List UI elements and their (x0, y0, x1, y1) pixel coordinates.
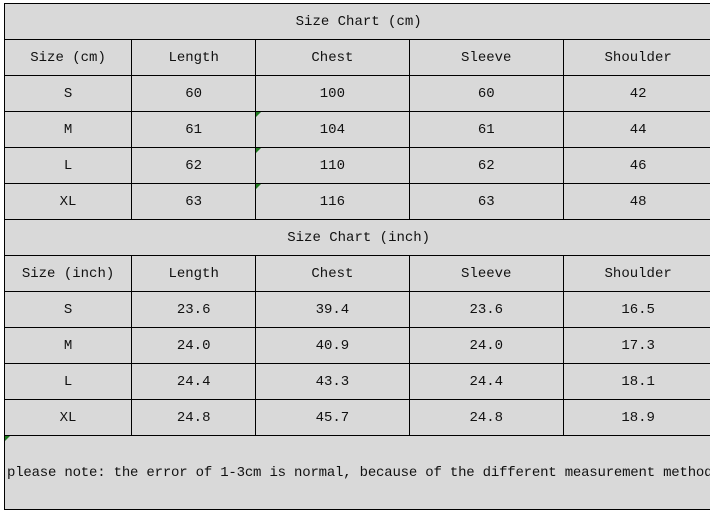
table-cell[interactable]: 116 (255, 183, 410, 220)
table-cell[interactable]: 24.0 (408, 327, 564, 364)
table-cell[interactable]: 39.4 (255, 291, 410, 328)
table-cell[interactable]: M (3, 111, 133, 148)
table-cell[interactable]: XL (3, 183, 133, 220)
cell-indicator-icon (256, 148, 262, 153)
table-cell[interactable]: 62 (131, 147, 257, 184)
column-header[interactable]: Shoulder (562, 39, 710, 76)
table-cell[interactable]: 61 (131, 111, 257, 148)
table-title[interactable]: Size Chart (cm) (3, 3, 710, 40)
table-cell[interactable]: 43.3 (255, 363, 410, 400)
table-cell[interactable]: M (3, 327, 133, 364)
table-row: XL 24.8 45.7 24.8 18.9 (3, 399, 710, 436)
table-cell[interactable]: 17.3 (562, 327, 710, 364)
table-cell[interactable]: 16.5 (562, 291, 710, 328)
table-title-row: Size Chart (cm) (3, 3, 710, 40)
table-cell[interactable]: 63 (131, 183, 257, 220)
table-row: M 61 104 61 44 (3, 111, 710, 148)
table-cell[interactable]: 60 (131, 75, 257, 112)
table-row: L 24.4 43.3 24.4 18.1 (3, 363, 710, 400)
column-header[interactable]: Chest (255, 39, 410, 76)
column-header[interactable]: Sleeve (408, 39, 564, 76)
table-row: S 60 100 60 42 (3, 75, 710, 112)
table-row: XL 63 116 63 48 (3, 183, 710, 220)
table-cell[interactable]: 24.8 (408, 399, 564, 436)
table-row: L 62 110 62 46 (3, 147, 710, 184)
table-row: S 23.6 39.4 23.6 16.5 (3, 291, 710, 328)
column-header[interactable]: Size (cm) (3, 39, 133, 76)
table-row: M 24.0 40.9 24.0 17.3 (3, 327, 710, 364)
table-title[interactable]: Size Chart (inch) (3, 219, 710, 256)
table-cell[interactable]: 104 (255, 111, 410, 148)
table-cell[interactable]: 63 (408, 183, 564, 220)
table-cell[interactable]: 44 (562, 111, 710, 148)
table-cell[interactable]: 18.1 (562, 363, 710, 400)
table-cell[interactable]: 60 (408, 75, 564, 112)
table-cell[interactable]: 48 (562, 183, 710, 220)
size-chart-table: Size Chart (cm) Size (cm) Length Chest Sleev… (3, 3, 710, 510)
table-cell[interactable]: 23.6 (408, 291, 564, 328)
table-cell[interactable]: 42 (562, 75, 710, 112)
table-cell[interactable]: 45.7 (255, 399, 410, 436)
table-cell[interactable]: XL (3, 399, 133, 436)
column-header[interactable]: Length (131, 39, 257, 76)
header-row: Size (inch) Length Chest Sleeve Shoulder (3, 255, 710, 292)
table-cell[interactable]: 24.4 (408, 363, 564, 400)
table-cell[interactable]: 100 (255, 75, 410, 112)
column-header[interactable]: Sleeve (408, 255, 564, 292)
column-header[interactable]: Chest (255, 255, 410, 292)
header-row: Size (cm) Length Chest Sleeve Shoulder (3, 39, 710, 76)
size-chart: Size Chart (cm) Size (cm) Length Chest Sleev… (3, 3, 710, 510)
cell-indicator-icon (256, 184, 262, 189)
cell-indicator-icon (256, 112, 262, 117)
note-text[interactable]: please note: the error of 1-3cm is norma… (3, 435, 710, 510)
cell-indicator-icon (5, 436, 10, 441)
table-cell[interactable]: 62 (408, 147, 564, 184)
column-header[interactable]: Size (inch) (3, 255, 133, 292)
table-cell[interactable]: S (3, 75, 133, 112)
table-cell[interactable]: 24.8 (131, 399, 257, 436)
column-header[interactable]: Shoulder (562, 255, 710, 292)
table-cell[interactable]: 24.4 (131, 363, 257, 400)
table-cell[interactable]: 61 (408, 111, 564, 148)
table-cell[interactable]: 110 (255, 147, 410, 184)
table-cell[interactable]: 24.0 (131, 327, 257, 364)
table-cell[interactable]: L (3, 363, 133, 400)
table-cell[interactable]: 23.6 (131, 291, 257, 328)
table-cell[interactable]: S (3, 291, 133, 328)
column-header[interactable]: Length (131, 255, 257, 292)
table-title-row: Size Chart (inch) (3, 219, 710, 256)
table-cell[interactable]: 40.9 (255, 327, 410, 364)
note-row: please note: the error of 1-3cm is norma… (3, 435, 710, 510)
table-cell[interactable]: 46 (562, 147, 710, 184)
table-cell[interactable]: 18.9 (562, 399, 710, 436)
table-cell[interactable]: L (3, 147, 133, 184)
